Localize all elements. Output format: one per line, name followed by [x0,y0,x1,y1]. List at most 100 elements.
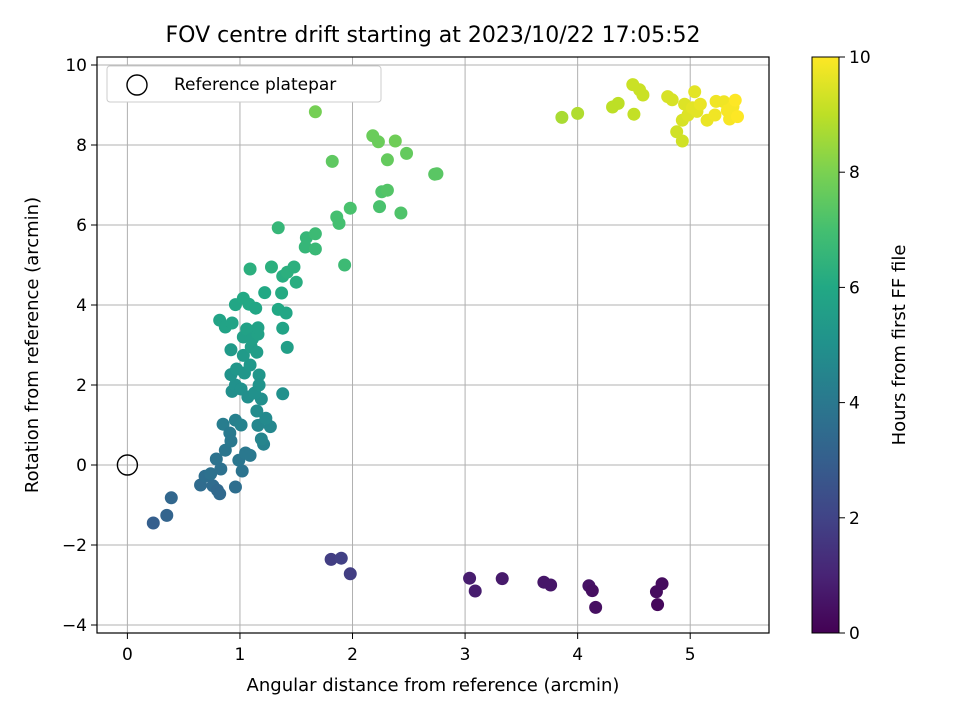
data-point [371,135,385,149]
colorbar-tick-label: 4 [849,394,860,414]
legend-box [106,65,382,103]
data-point [334,551,348,565]
data-point [430,167,444,181]
data-point [589,600,603,614]
plot-frame [96,56,770,634]
data-point [240,322,254,336]
data-point [325,154,339,168]
data-point [555,110,569,124]
y-tick-label: 6 [76,216,87,236]
colorbar-tick-label: 8 [849,163,860,183]
colorbar-label: Hours from first FF file [889,245,910,446]
data-point [234,418,248,432]
data-point [250,345,264,359]
data-point [665,93,679,107]
data-point [146,516,160,530]
data-point [216,417,230,431]
data-point [251,321,265,335]
data-point [468,584,482,598]
data-point [675,134,689,148]
data-point [627,107,641,121]
colorbar-tick-label: 0 [849,624,860,644]
data-point [308,227,322,241]
data-point [655,577,669,591]
data-point [252,368,266,382]
y-tick-label: −4 [62,616,87,636]
data-point [324,552,338,566]
data-point [243,448,257,462]
data-point [225,316,239,330]
data-point [332,216,346,230]
y-tick-label: 2 [76,376,87,396]
data-point [636,88,650,102]
data-point [209,452,223,466]
x-tick-label: 4 [572,645,583,665]
data-point [688,85,702,99]
data-point [214,462,228,476]
data-point [164,491,178,505]
x-tick-label: 2 [347,645,358,665]
grid [97,57,769,633]
data-point [651,598,665,612]
data-point [495,572,509,586]
data-point [388,134,402,148]
chart-title: FOV centre drift starting at 2023/10/22 … [166,23,701,48]
data-point [308,242,322,256]
data-point [224,343,238,357]
data-point [343,201,357,215]
data-point [250,404,264,418]
data-point [287,260,301,274]
data-point [463,571,477,585]
data-point [276,387,290,401]
legend: Reference platepar [106,65,382,103]
data-point [224,434,238,448]
data-point [252,378,266,392]
data-point [236,348,250,362]
data-point [585,584,599,598]
y-tick-label: 4 [76,296,87,316]
data-point [730,110,744,124]
data-point [264,260,278,274]
data-point [289,275,303,289]
y-tick-label: −2 [62,536,87,556]
data-point [254,432,268,446]
y-tick-label: 10 [65,56,87,76]
y-axis-ticks: −4 −2 0 2 4 6 8 10 [62,56,97,636]
data-point [204,467,218,481]
y-tick-label: 8 [76,136,87,156]
data-point [708,108,722,122]
data-point [249,301,263,315]
colorbar-tick-label: 6 [849,278,860,298]
data-point [243,358,257,372]
data-point [338,258,352,272]
x-tick-label: 3 [460,645,471,665]
data-point [235,464,249,478]
y-tick-label: 0 [76,456,87,476]
data-point [400,146,414,160]
x-axis-ticks: 0 1 2 3 4 5 [122,633,696,665]
data-point [279,306,293,320]
x-tick-label: 5 [685,645,696,665]
data-point [308,105,322,119]
data-point [394,206,408,220]
data-point [213,487,227,501]
legend-label-reference: Reference platepar [174,75,336,95]
data-point [243,262,257,276]
data-point [380,183,394,197]
reference-platepar-marker [116,454,139,476]
data-point [373,200,387,214]
data-point [728,93,742,107]
data-point [258,286,272,300]
data-point [544,578,558,592]
x-tick-label: 1 [235,645,246,665]
data-point [275,286,289,300]
data-point [276,321,290,335]
data-point [343,567,357,581]
data-point [571,106,585,120]
x-axis-label: Angular distance from reference (arcmin) [247,675,620,696]
y-axis-label: Rotation from reference (arcmin) [22,197,43,493]
data-point [611,96,625,110]
data-point [280,340,294,354]
data-point [259,411,273,425]
